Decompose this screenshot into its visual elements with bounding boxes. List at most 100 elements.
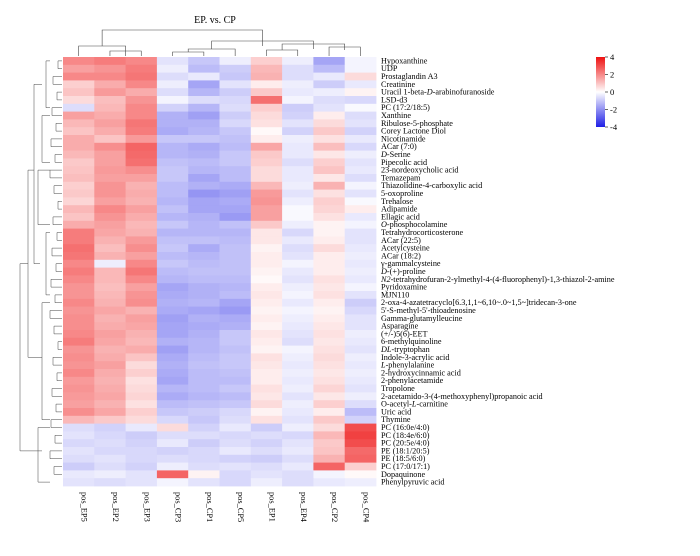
heatmap-cell xyxy=(219,150,252,159)
heatmap-cell xyxy=(94,369,126,378)
heatmap-cell xyxy=(344,150,377,159)
heatmap-cell xyxy=(250,330,283,339)
row-label: PC (18:4e/6:0) xyxy=(381,431,430,440)
heatmap-cell xyxy=(344,298,377,307)
row-label: PC (17:0/17:1) xyxy=(381,462,430,471)
heatmap-cell xyxy=(313,439,346,448)
heatmap-cell xyxy=(156,252,189,261)
heatmap-cell xyxy=(188,400,220,409)
heatmap-cell xyxy=(63,189,95,198)
heatmap-cell xyxy=(125,314,158,323)
heatmap-cell xyxy=(188,64,220,73)
row-label: Adipamide xyxy=(381,205,418,214)
heatmap-cell xyxy=(94,174,126,183)
heatmap-cell xyxy=(156,400,189,409)
heatmap-cell xyxy=(125,80,158,89)
heatmap-cell xyxy=(156,244,189,253)
heatmap-cell xyxy=(219,228,252,237)
heatmap-cell xyxy=(313,236,346,245)
row-label: O-phosphocolamine xyxy=(381,220,448,229)
heatmap-cell xyxy=(344,306,377,315)
heatmap-cell xyxy=(188,252,220,261)
heatmap-cell xyxy=(250,150,283,159)
heatmap-cell xyxy=(188,189,220,198)
heatmap-cell xyxy=(94,447,126,456)
row-label: 2-acetamido-3-(4-methoxyphenyl)propanoic… xyxy=(381,392,543,401)
heatmap-cell xyxy=(250,376,283,385)
row-label: PC (17:2/18:5) xyxy=(381,103,430,112)
row-label: 5-oxoproline xyxy=(381,189,424,198)
heatmap-cell xyxy=(94,478,126,487)
heatmap-cell xyxy=(156,80,189,89)
heatmap-cell xyxy=(94,283,126,292)
heatmap-cell xyxy=(313,478,346,487)
heatmap-cell xyxy=(219,103,252,112)
heatmap-cell xyxy=(63,267,95,276)
heatmap-cell xyxy=(63,158,95,167)
heatmap-cell xyxy=(94,330,126,339)
heatmap-cell xyxy=(125,259,158,268)
heatmap-cell xyxy=(156,384,189,393)
heatmap-cell xyxy=(156,213,189,222)
heatmap-cell xyxy=(250,322,283,331)
heatmap-cell xyxy=(125,478,158,487)
row-label: Indole-3-acrylic acid xyxy=(381,353,449,362)
heatmap-cell xyxy=(344,376,377,385)
heatmap-cell xyxy=(63,298,95,307)
heatmap-cell xyxy=(219,259,252,268)
heatmap-cell xyxy=(125,57,158,66)
heatmap-cell xyxy=(125,283,158,292)
heatmap-cell xyxy=(63,57,95,66)
heatmap-cell xyxy=(63,174,95,183)
heatmap-cell xyxy=(63,88,95,97)
heatmap-cell xyxy=(125,166,158,175)
heatmap-cell xyxy=(156,369,189,378)
row-label: Corey Lactone Diol xyxy=(381,127,447,136)
heatmap-cell xyxy=(219,197,252,206)
heatmap-cell xyxy=(63,150,95,159)
heatmap-cell xyxy=(313,111,346,120)
heatmap-cell xyxy=(313,57,346,66)
heatmap-cell xyxy=(344,431,377,440)
heatmap-cell xyxy=(188,353,220,362)
heatmap-cell xyxy=(250,337,283,346)
heatmap-cell xyxy=(282,408,314,417)
heatmap-cell xyxy=(188,361,220,370)
heatmap-cell xyxy=(313,205,346,214)
heatmap-cell xyxy=(94,236,126,245)
legend-tick-label: -2 xyxy=(610,105,617,115)
heatmap-cell xyxy=(125,213,158,222)
heatmap-cell xyxy=(219,244,252,253)
heatmap-cell xyxy=(344,408,377,417)
heatmap-cell xyxy=(63,361,95,370)
heatmap-cell xyxy=(282,57,314,66)
heatmap-cell xyxy=(188,298,220,307)
heatmap-cell xyxy=(94,220,126,229)
heatmap-cell xyxy=(125,205,158,214)
heatmap-cell xyxy=(63,384,95,393)
heatmap-cell xyxy=(250,439,283,448)
heatmap-cell xyxy=(156,267,189,276)
heatmap-cell xyxy=(63,166,95,175)
heatmap-cell xyxy=(94,197,126,206)
heatmap-cell xyxy=(344,252,377,261)
heatmap-cell xyxy=(94,213,126,222)
heatmap-cell xyxy=(344,142,377,151)
heatmap-cell xyxy=(313,220,346,229)
heatmap-cell xyxy=(313,80,346,89)
heatmap-cell xyxy=(156,454,189,463)
heatmap-cell xyxy=(282,174,314,183)
heatmap-cell xyxy=(94,57,126,66)
heatmap-cell xyxy=(344,135,377,144)
heatmap-cell xyxy=(63,197,95,206)
heatmap-cell xyxy=(94,306,126,315)
heatmap-cell xyxy=(94,423,126,432)
heatmap-cell xyxy=(344,111,377,120)
heatmap-cell xyxy=(250,220,283,229)
heatmap-cell xyxy=(94,119,126,128)
heatmap-cell xyxy=(313,415,346,424)
heatmap-cell xyxy=(63,259,95,268)
heatmap-cell xyxy=(250,392,283,401)
heatmap-cell xyxy=(344,454,377,463)
heatmap-cell xyxy=(313,158,346,167)
